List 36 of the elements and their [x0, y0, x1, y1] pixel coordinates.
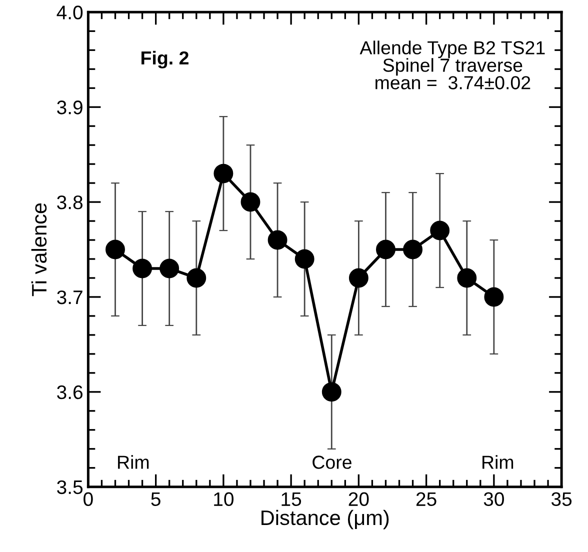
y-tick-label: 4.0 — [56, 6, 83, 20]
point — [214, 164, 234, 184]
annotation: Core — [312, 456, 352, 469]
y-tick-label: 3.5 — [57, 480, 83, 494]
point — [160, 258, 180, 278]
y-tick-label: 3.7 — [57, 290, 82, 304]
point — [403, 240, 422, 260]
x-tick-label: 5 — [151, 492, 160, 506]
y-axis-title: Ti valence — [31, 203, 47, 296]
annotation: Allende Type B2 TS21 Spinel 7 traverse mean = 3.74±0.02 — [360, 40, 545, 90]
point — [484, 287, 504, 307]
x-tick-label: 25 — [416, 492, 436, 506]
x-tick-label: 10 — [214, 492, 234, 506]
x-tick-label: 35 — [551, 492, 572, 506]
x-axis-title: Distance (μm) — [262, 510, 389, 530]
x-tick-label: 0 — [84, 492, 93, 506]
point — [457, 268, 477, 288]
x-tick-label: 15 — [282, 492, 302, 506]
point — [240, 192, 260, 212]
point — [430, 220, 450, 240]
annotation: Rim — [482, 455, 514, 469]
point — [348, 268, 368, 288]
point — [186, 268, 206, 288]
x-tick-label: 20 — [348, 492, 369, 506]
y-tick-label: 3.9 — [57, 100, 82, 114]
point — [268, 230, 288, 250]
point — [106, 240, 125, 260]
point — [322, 382, 342, 402]
annotation: Rim — [118, 455, 149, 469]
point — [294, 249, 314, 269]
y-tick-label: 3.6 — [57, 385, 82, 400]
point — [376, 240, 396, 260]
annotation: Fig. 2 — [142, 50, 188, 68]
x-tick-label: 30 — [484, 492, 504, 506]
y-tick-label: 3.8 — [57, 196, 82, 210]
point — [132, 258, 152, 278]
